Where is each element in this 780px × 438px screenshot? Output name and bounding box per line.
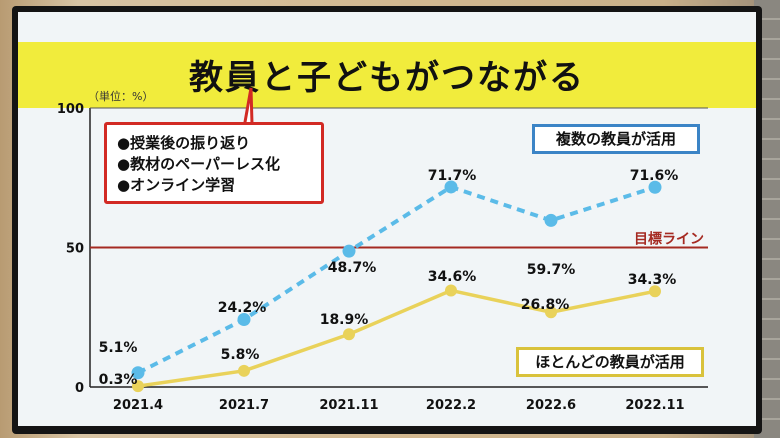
y-tick-labels: 0 50 100 (57, 102, 84, 396)
x-tick-label: 2021.11 (319, 398, 378, 413)
series-lines (137, 184, 656, 388)
callout-item: ●授業後の振り返り (117, 134, 251, 152)
data-point-most (649, 285, 661, 298)
target-line-group: 目標ライン (90, 231, 708, 249)
series-line-most (137, 288, 656, 388)
data-point-most (445, 284, 457, 297)
data-label-most: 34.6% (428, 269, 477, 285)
chart-title: 教員と子どもがつながる (189, 58, 585, 98)
data-label-most: 5.8% (221, 347, 260, 363)
data-label-most: 0.3% (99, 372, 138, 388)
callout-box: ●授業後の振り返り ●教材のペーパーレス化 ●オンライン学習 (104, 122, 324, 204)
data-point-most (132, 380, 144, 393)
x-tick-label: 2022.6 (526, 398, 576, 413)
data-point-most (343, 328, 355, 341)
data-point-most (238, 364, 250, 377)
data-label-multiple: 71.6% (630, 168, 679, 184)
x-tick-label: 2022.11 (625, 398, 684, 413)
data-label-multiple: 24.2% (218, 300, 267, 316)
data-label-most: 34.3% (628, 272, 677, 288)
data-point-multiple (342, 244, 356, 258)
data-point-multiple (131, 366, 145, 380)
x-tick-label: 2022.2 (426, 398, 476, 413)
title-band (18, 42, 756, 108)
data-point-multiple (648, 180, 662, 194)
x-tick-label: 2021.4 (113, 398, 163, 413)
y-tick-label: 100 (57, 102, 84, 117)
callout-item: ●オンライン学習 (117, 176, 236, 194)
data-label-multiple: 59.7% (527, 262, 576, 278)
data-label-multiple: 71.7% (428, 168, 477, 184)
series-line-multiple (137, 184, 656, 375)
data-label-most: 18.9% (320, 312, 369, 328)
target-line-label: 目標ライン (634, 231, 704, 248)
tv-screen: 教員と子どもがつながる （単位：%） 目標ライン 5.1% 24.2% 48.7% 7… (18, 12, 756, 426)
x-tick-labels: 2021.4 2021.7 2021.11 2022.2 2022.6 2022.11 (113, 398, 685, 413)
series-labels: 5.1% 24.2% 48.7% 71.7% 59.7% 71.6% 0.3% 5.8% 18.… (99, 168, 679, 388)
data-point-multiple (237, 312, 251, 326)
x-tick-label: 2021.7 (219, 398, 269, 413)
data-point-multiple (444, 180, 458, 194)
data-label-multiple: 5.1% (99, 340, 138, 356)
data-label-most: 26.8% (521, 297, 570, 313)
legend-most-teachers: ほとんどの教員が活用 (516, 347, 704, 377)
y-unit-label: （単位：%） (88, 89, 153, 103)
series-points (131, 180, 662, 393)
y-tick-label: 0 (75, 381, 84, 396)
data-point-multiple (544, 213, 558, 227)
legend-multiple-teachers: 複数の教員が活用 (532, 124, 700, 154)
data-point-most (545, 306, 557, 319)
y-tick-label: 50 (66, 242, 84, 257)
callout-item: ●教材のペーパーレス化 (117, 155, 280, 173)
data-label-multiple: 48.7% (328, 260, 377, 276)
